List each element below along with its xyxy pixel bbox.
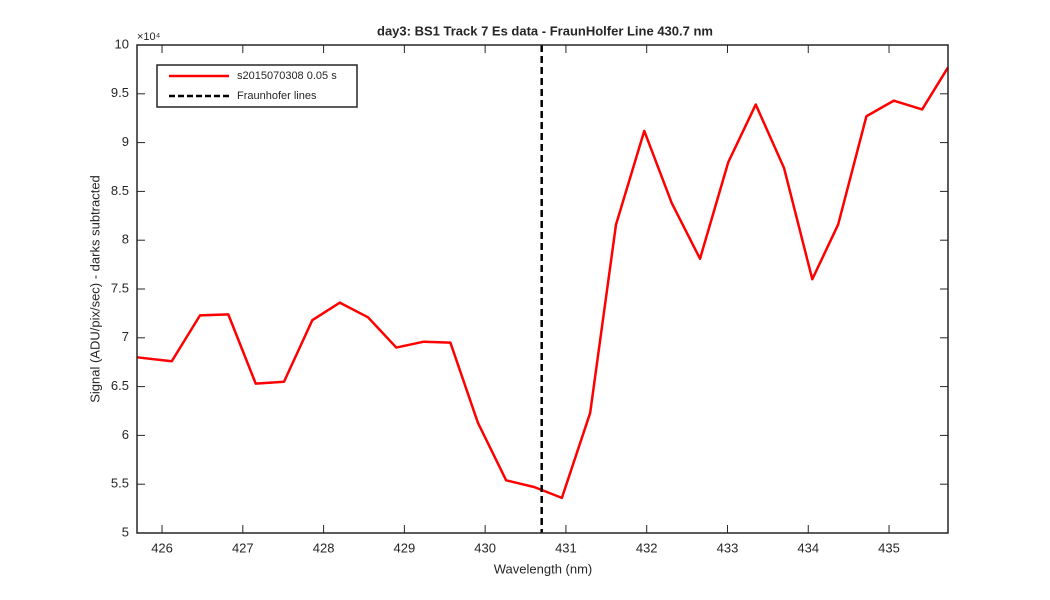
y-tick-label: 10	[115, 36, 129, 51]
y-tick-label: 7	[122, 329, 129, 344]
axes-box	[136, 44, 949, 534]
x-tick-label: 429	[394, 540, 416, 555]
y-tick-label: 8	[122, 232, 129, 247]
y-tick-label: 6.5	[111, 378, 129, 393]
y-exponent: ×10⁴	[137, 31, 161, 43]
x-tick-label: 426	[151, 540, 173, 555]
chart-title: day3: BS1 Track 7 Es data - FraunHolfer …	[377, 23, 713, 38]
x-tick-label: 434	[797, 540, 819, 555]
x-tick-label: 428	[313, 540, 335, 555]
x-tick-label: 430	[474, 540, 496, 555]
y-tick-label: 6	[122, 427, 129, 442]
y-tick-label: 5	[122, 524, 129, 539]
data-line	[136, 66, 950, 500]
y-axis-label: Signal (ADU/pix/sec) - darks subtracted	[87, 175, 102, 403]
legend-box	[156, 64, 358, 108]
y-tick-label: 9	[122, 134, 129, 149]
y-tick-label: 9.5	[111, 85, 129, 100]
x-tick-label: 432	[636, 540, 658, 555]
y-tick-label: 8.5	[111, 183, 129, 198]
legend-label: Fraunhofer lines	[237, 90, 317, 102]
y-tick-label: 7.5	[111, 280, 129, 295]
y-tick-label: 5.5	[111, 476, 129, 491]
x-tick-label: 433	[717, 540, 739, 555]
x-axis-label: Wavelength (nm)	[494, 561, 593, 576]
legend-label: s2015070308 0.05 s	[237, 70, 337, 82]
x-tick-label: 427	[232, 540, 254, 555]
x-tick-label: 431	[555, 540, 577, 555]
x-tick-label: 435	[878, 540, 900, 555]
